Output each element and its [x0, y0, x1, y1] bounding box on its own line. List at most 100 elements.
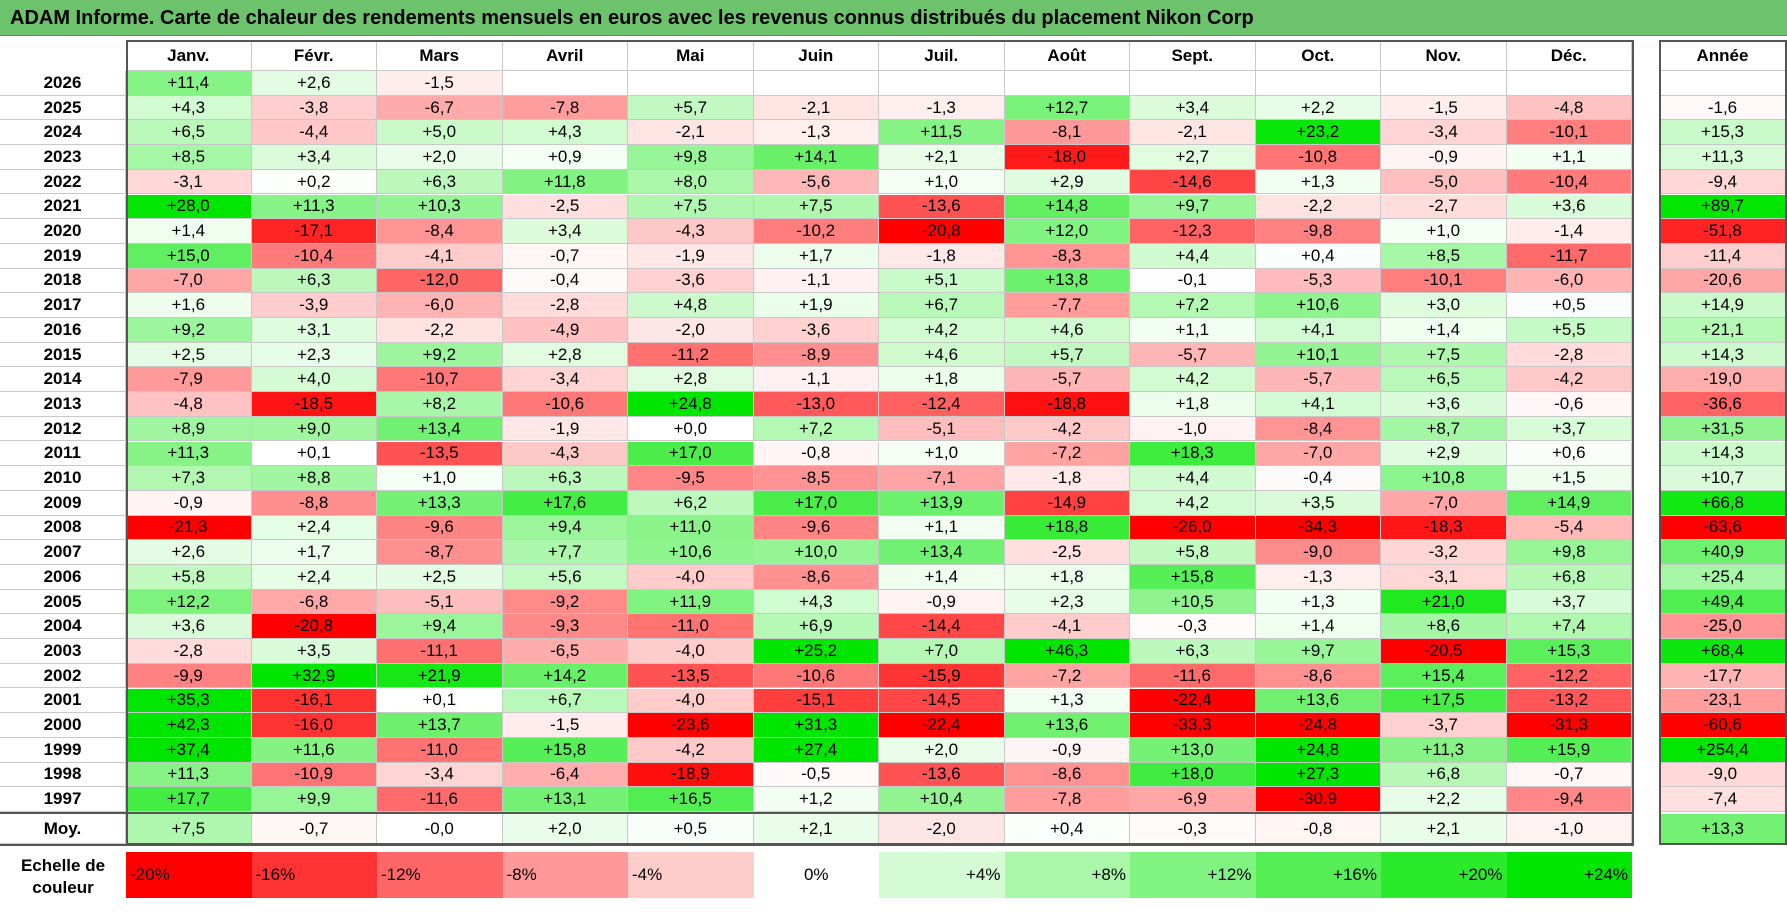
- heatmap-cell: +42,3: [126, 713, 252, 738]
- heatmap-cell: +18,0: [1130, 762, 1256, 788]
- heatmap-cell: [753, 71, 879, 96]
- heatmap-cell: +14,8: [1004, 194, 1130, 220]
- average-cell: -0,3: [1130, 814, 1256, 844]
- heatmap-cell: +21,9: [377, 663, 503, 689]
- heatmap-cell: -15,1: [753, 688, 879, 714]
- heatmap-cell: +10,8: [1381, 466, 1507, 491]
- heatmap-cell: -11,1: [377, 639, 503, 664]
- heatmap-cell: +6,3: [502, 466, 628, 491]
- heatmap-cell: +2,2: [1381, 787, 1507, 812]
- heatmap-cell: -1,8: [879, 243, 1005, 269]
- heatmap-cell: +8,7: [1381, 416, 1507, 442]
- heatmap-cell: +17,7: [126, 787, 252, 812]
- heatmap-cell: -14,5: [879, 688, 1005, 714]
- average-cell: -0,7: [251, 814, 377, 844]
- heatmap-cell: +2,5: [126, 342, 252, 368]
- heatmap-cell: +9,7: [1255, 639, 1381, 664]
- annual-cell: +14,9: [1659, 293, 1787, 318]
- heatmap-cell: -12,2: [1506, 663, 1632, 689]
- heatmap-cell: +1,0: [1381, 219, 1507, 244]
- column-header: Oct.: [1255, 41, 1381, 71]
- heatmap-cell: +6,5: [126, 120, 252, 146]
- average-cell: +0,4: [1004, 814, 1130, 844]
- heatmap-cell: +0,2: [251, 169, 377, 195]
- heatmap-cell: -3,6: [628, 268, 754, 294]
- heatmap-cell: -10,6: [753, 663, 879, 689]
- heatmap-cell: +1,4: [879, 565, 1005, 590]
- heatmap-cell: -4,2: [628, 737, 754, 763]
- row-year-label: 1998: [0, 762, 126, 788]
- heatmap-cell: +13,3: [377, 490, 503, 516]
- row-year-label: 2007: [0, 540, 126, 565]
- column-header: Janv.: [126, 41, 252, 71]
- heatmap-cell: -1,0: [1130, 416, 1256, 442]
- heatmap-cell: +8,9: [126, 416, 252, 442]
- heatmap-cell: -18,8: [1004, 392, 1130, 417]
- heatmap-cell: +12,2: [126, 589, 252, 615]
- average-cell: -0,0: [377, 814, 503, 844]
- heatmap-cell: +1,0: [879, 169, 1005, 195]
- heatmap-cell: -22,4: [1130, 688, 1256, 714]
- row-year-label: 2008: [0, 515, 126, 541]
- heatmap-cell: -2,2: [1255, 194, 1381, 220]
- heatmap-cell: +13,7: [377, 713, 503, 738]
- column-header: Juil.: [879, 41, 1005, 71]
- annual-cell: [1659, 71, 1787, 96]
- heatmap-cell: +17,0: [753, 490, 879, 516]
- heatmap-cell: -3,2: [1381, 540, 1507, 565]
- heatmap-cell: -0,9: [1004, 737, 1130, 763]
- heatmap-cell: +5,7: [1004, 342, 1130, 368]
- heatmap-cell: -21,3: [126, 515, 252, 541]
- column-header: Nov.: [1381, 41, 1507, 71]
- heatmap-cell: +24,8: [1255, 737, 1381, 763]
- heatmap-cell: -5,6: [753, 169, 879, 195]
- heatmap-cell: +2,3: [1004, 589, 1130, 615]
- heatmap-cell: +2,7: [1130, 145, 1256, 170]
- heatmap-cell: +4,4: [1130, 243, 1256, 269]
- annual-cell: +25,4: [1659, 565, 1787, 590]
- heatmap-cell: +0,4: [1255, 243, 1381, 269]
- annual-cell: +40,9: [1659, 540, 1787, 565]
- heatmap-cell: +5,5: [1506, 318, 1632, 343]
- heatmap-cell: -9,3: [502, 614, 628, 640]
- heatmap-cell: -9,5: [628, 466, 754, 491]
- heatmap-cell: -0,1: [1130, 268, 1256, 294]
- heatmap-cell: +4,8: [628, 293, 754, 318]
- heatmap-cell: -16,0: [251, 713, 377, 738]
- heatmap-cell: -20,5: [1381, 639, 1507, 664]
- annual-cell: -51,8: [1659, 219, 1787, 244]
- heatmap-cell: +7,2: [1130, 293, 1256, 318]
- heatmap-cell: +1,6: [126, 293, 252, 318]
- heatmap-cell: -8,4: [377, 219, 503, 244]
- row-year-label: 2024: [0, 120, 126, 146]
- legend-step: +12%: [1130, 852, 1256, 898]
- row-year-label: 2012: [0, 416, 126, 442]
- average-cell: -1,0: [1506, 814, 1632, 844]
- heatmap-cell: -8,5: [753, 466, 879, 491]
- heatmap-cell: -2,0: [628, 318, 754, 343]
- average-cell: +7,5: [126, 814, 252, 844]
- heatmap-cell: -9,8: [1255, 219, 1381, 244]
- heatmap-cell: -10,1: [1506, 120, 1632, 146]
- heatmap-cell: -4,3: [628, 219, 754, 244]
- heatmap-cell: +3,6: [1381, 392, 1507, 417]
- heatmap-cell: +15,8: [502, 737, 628, 763]
- heatmap-cell: +1,4: [126, 219, 252, 244]
- heatmap-cell: -5,1: [377, 589, 503, 615]
- heatmap-cell: -8,6: [1004, 762, 1130, 788]
- heatmap-cell: +10,6: [1255, 293, 1381, 318]
- heatmap-cell: +2,4: [251, 515, 377, 541]
- heatmap-cell: +4,2: [1130, 490, 1256, 516]
- heatmap-cell: -1,3: [753, 120, 879, 146]
- annual-cell: +15,3: [1659, 120, 1787, 146]
- heatmap-cell: +5,0: [377, 120, 503, 146]
- heatmap-cell: -4,0: [628, 639, 754, 664]
- annual-cell: -7,4: [1659, 787, 1787, 812]
- heatmap-cell: +2,8: [502, 342, 628, 368]
- heatmap-cell: -2,5: [1004, 540, 1130, 565]
- heatmap-cell: -4,2: [1004, 416, 1130, 442]
- row-year-label: 2010: [0, 466, 126, 491]
- heatmap-cell: +14,9: [1506, 490, 1632, 516]
- heatmap-cell: +32,9: [251, 663, 377, 689]
- heatmap-cell: +11,0: [628, 515, 754, 541]
